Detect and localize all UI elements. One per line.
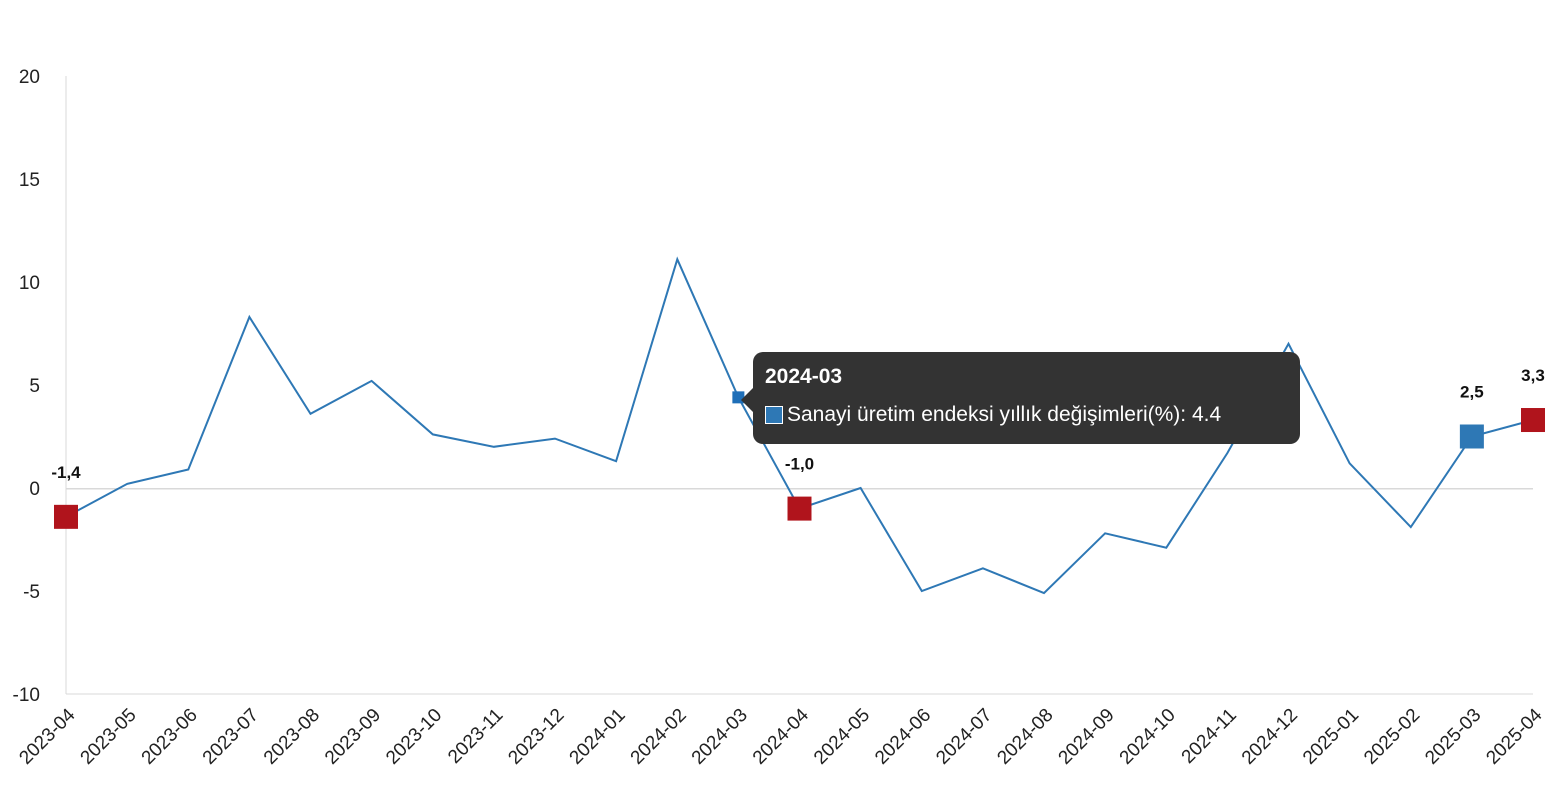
- y-tick-label: 0: [29, 479, 40, 500]
- x-tick-label: 2025-01: [1299, 705, 1363, 769]
- x-tick-label: 2023-04: [15, 704, 79, 768]
- x-tick-label: 2024-12: [1238, 705, 1302, 769]
- data-labels: -1,4 -1,0 2,5 3,3: [51, 366, 1544, 482]
- data-label: -1,0: [785, 455, 814, 474]
- x-tick-label: 2025-03: [1421, 705, 1485, 769]
- x-tick-label: 2025-02: [1360, 705, 1424, 769]
- tooltip: 2024-03 Sanayi üretim endeksi yıllık değ…: [741, 352, 1300, 444]
- y-tick-label: 5: [29, 376, 40, 397]
- x-tick-label: 2024-11: [1178, 705, 1241, 768]
- tooltip-row: Sanayi üretim endeksi yıllık değişimleri…: [765, 402, 1288, 428]
- y-tick-label: 15: [19, 170, 40, 191]
- x-tick-label: 2023-10: [382, 705, 446, 769]
- y-tick-label: 20: [19, 67, 40, 88]
- x-tick-label: 2023-11: [444, 705, 507, 768]
- highlight-marker[interactable]: [1521, 408, 1545, 433]
- y-tick-label: -5: [23, 582, 40, 603]
- y-tick-labels: 20 15 10 5 0 -5 -10: [13, 67, 40, 706]
- x-tick-label: 2023-09: [321, 705, 385, 769]
- x-tick-label: 2025-04: [1482, 704, 1546, 768]
- tooltip-series-swatch: [765, 406, 783, 424]
- x-tick-label: 2023-12: [504, 705, 568, 769]
- tooltip-series-label: Sanayi üretim endeksi yıllık değişimleri…: [787, 403, 1222, 426]
- x-tick-label: 2024-02: [627, 705, 691, 769]
- x-tick-label: 2024-03: [688, 705, 752, 769]
- x-tick-label: 2023-08: [260, 705, 324, 769]
- x-tick-label: 2023-05: [77, 705, 141, 769]
- x-tick-label: 2024-01: [566, 705, 630, 769]
- highlight-marker[interactable]: [1459, 424, 1484, 449]
- highlight-marker[interactable]: [54, 504, 78, 529]
- data-label: 2,5: [1460, 383, 1484, 402]
- x-tick-label: 2024-07: [932, 705, 996, 769]
- x-tick-label: 2023-07: [199, 705, 263, 769]
- data-label: -1,4: [51, 463, 81, 482]
- x-tick-label: 2024-05: [810, 705, 874, 769]
- data-label: 3,3: [1521, 366, 1545, 385]
- x-tick-labels: 2023-042023-052023-062023-072023-082023-…: [15, 704, 1546, 768]
- point-markers[interactable]: [54, 391, 1545, 529]
- x-tick-label: 2024-04: [749, 704, 813, 768]
- x-tick-label: 2024-10: [1116, 705, 1180, 769]
- tooltip-title: 2024-03: [765, 365, 843, 388]
- x-tick-label: 2023-06: [138, 705, 202, 769]
- highlight-marker[interactable]: [787, 496, 812, 521]
- y-tick-label: -10: [13, 685, 40, 706]
- x-tick-label: 2024-09: [1055, 705, 1119, 769]
- x-tick-label: 2024-08: [993, 705, 1057, 769]
- y-tick-label: 10: [19, 273, 40, 294]
- x-tick-label: 2024-06: [871, 705, 935, 769]
